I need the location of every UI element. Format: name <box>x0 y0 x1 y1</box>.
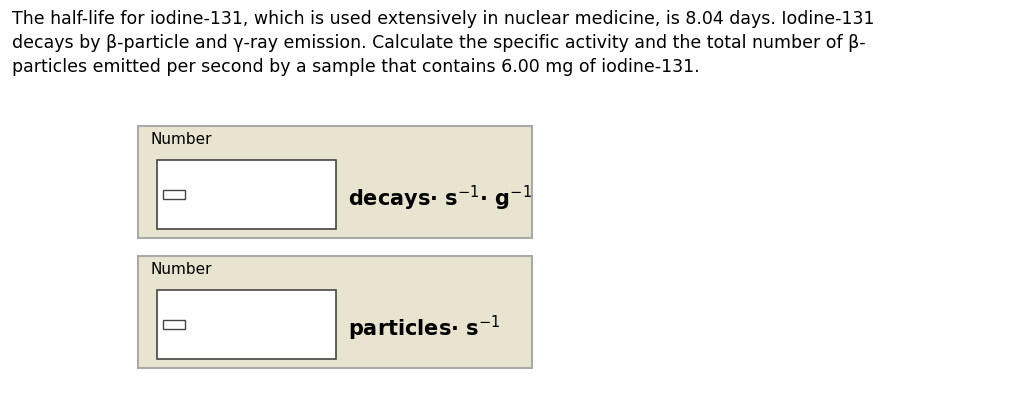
FancyBboxPatch shape <box>157 290 336 359</box>
FancyBboxPatch shape <box>163 190 185 199</box>
FancyBboxPatch shape <box>138 126 532 238</box>
FancyBboxPatch shape <box>157 160 336 229</box>
Text: The half-life for iodine-131, which is used extensively in nuclear medicine, is : The half-life for iodine-131, which is u… <box>12 10 874 76</box>
Text: Number: Number <box>151 262 212 277</box>
Text: Number: Number <box>151 132 212 147</box>
Text: decays· s$^{-1}$· g$^{-1}$: decays· s$^{-1}$· g$^{-1}$ <box>348 184 532 213</box>
FancyBboxPatch shape <box>163 320 185 329</box>
Text: particles· s$^{-1}$: particles· s$^{-1}$ <box>348 314 501 343</box>
FancyBboxPatch shape <box>138 256 532 368</box>
